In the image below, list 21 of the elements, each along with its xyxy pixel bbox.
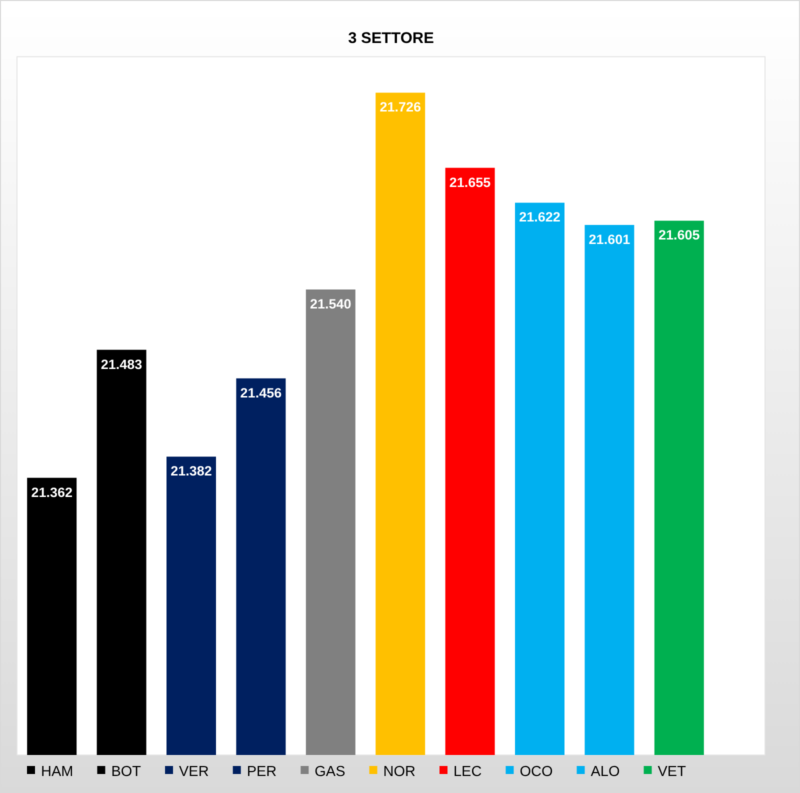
data-label: 21.456 [240,385,282,400]
legend-label: PER [246,764,277,780]
legend-label: VER [179,764,209,780]
chart-title: 3 SETTORE [348,30,434,47]
data-label: 21.605 [658,228,700,243]
legend-label: HAM [41,764,74,780]
legend-label: OCO [520,764,553,780]
legend-label: NOR [383,764,416,780]
legend-label: BOT [111,764,142,780]
data-label: 21.601 [588,232,631,247]
data-label: 21.655 [449,174,492,190]
legend-label: ALO [590,764,620,780]
legend-label: GAS [314,764,346,780]
data-label: 21.726 [380,100,422,115]
data-label: 21.483 [100,356,143,372]
data-label: 21.540 [310,296,352,312]
data-label: 21.382 [170,464,212,479]
data-label: 21.622 [519,210,560,225]
legend-label: VET [658,764,686,780]
data-label: 21.362 [31,484,72,500]
legend-label: LEC [454,764,482,780]
